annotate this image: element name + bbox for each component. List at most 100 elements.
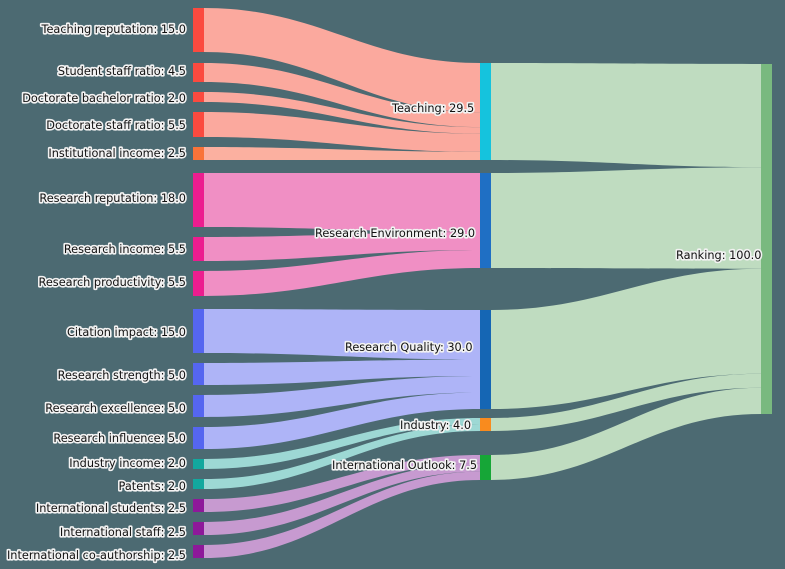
label-halo: Research excellence: 5.0: [45, 402, 186, 415]
label-halo: Industry: 4.0: [400, 419, 471, 432]
label-halo: Research productivity: 5.5: [39, 276, 186, 289]
sankey-node-industry[interactable]: [480, 418, 491, 431]
label-halo: Ranking: 100.0: [676, 249, 761, 262]
label-halo: Teaching: 29.5: [391, 102, 474, 115]
label-halo: International Outlook: 7.5: [332, 459, 477, 472]
sankey-node-research_reputation[interactable]: [193, 173, 204, 227]
sankey-node-doctorate_bachelor_ratio[interactable]: [193, 92, 204, 102]
sankey-node-patents[interactable]: [193, 479, 204, 489]
sankey-link[interactable]: [491, 387, 761, 480]
label-halo: Research reputation: 18.0: [39, 192, 186, 205]
label-text: International students: 2.5: [36, 502, 186, 515]
sankey-link[interactable]: [204, 392, 480, 450]
label-halo: International staff: 2.5: [60, 526, 186, 539]
label-text: Ranking: 100.0: [676, 249, 761, 262]
sankey-link[interactable]: [204, 376, 480, 417]
sankey-link[interactable]: [204, 63, 480, 128]
sankey-node-teaching[interactable]: [480, 63, 491, 160]
label-text: Doctorate bachelor ratio: 2.0: [22, 92, 186, 105]
label-text: Research Quality: 30.0: [345, 341, 473, 354]
label-halo: Citation impact: 15.0: [67, 326, 186, 339]
sankey-node-research_excellence[interactable]: [193, 395, 204, 417]
sankey-link[interactable]: [204, 463, 480, 535]
label-halo: Research strength: 5.0: [58, 369, 186, 382]
sankey-link[interactable]: [204, 231, 480, 261]
label-text: Doctorate staff ratio: 5.5: [46, 119, 186, 132]
label-halo: Doctorate bachelor ratio: 2.0: [22, 92, 186, 105]
sankey-link[interactable]: [204, 418, 480, 469]
sankey-link[interactable]: [204, 309, 480, 360]
label-text: International co-authorship: 2.5: [7, 549, 186, 562]
sankey-node-student_staff_ratio[interactable]: [193, 63, 204, 82]
sankey-node-label-international_students: International students: 2.5International…: [34, 500, 187, 516]
label-text: International staff: 2.5: [60, 526, 186, 539]
sankey-node-teaching_reputation[interactable]: [193, 8, 204, 52]
label-halo: International co-authorship: 2.5: [7, 549, 186, 562]
sankey-link[interactable]: [491, 63, 761, 168]
label-halo: Student staff ratio: 4.5: [58, 65, 186, 78]
sankey-link[interactable]: [204, 471, 480, 558]
sankey-node-institutional_income[interactable]: [193, 147, 204, 160]
label-halo: International students: 2.5: [36, 502, 186, 515]
label-text: Citation impact: 15.0: [67, 326, 186, 339]
sankey-node-ranking[interactable]: [761, 64, 772, 414]
sankey-node-doctorate_staff_ratio[interactable]: [193, 112, 204, 137]
label-halo: Patents: 2.0: [119, 480, 186, 493]
sankey-link[interactable]: [204, 455, 480, 512]
sankey-node-industry_income[interactable]: [193, 459, 204, 469]
sankey-link[interactable]: [204, 359, 480, 386]
sankey-link[interactable]: [491, 373, 761, 431]
label-halo: Doctorate staff ratio: 5.5: [46, 119, 186, 132]
sankey-node-research_strength[interactable]: [193, 363, 204, 385]
sankey-node-research_productivity[interactable]: [193, 271, 204, 296]
label-text: Student staff ratio: 4.5: [58, 65, 186, 78]
sankey-link[interactable]: [204, 147, 480, 160]
label-text: Research excellence: 5.0: [45, 402, 186, 415]
label-text: Research strength: 5.0: [58, 369, 186, 382]
sankey-link[interactable]: [204, 424, 480, 490]
sankey-node-research_influence[interactable]: [193, 427, 204, 449]
sankey-node-international_staff[interactable]: [193, 522, 204, 535]
sankey-link[interactable]: [204, 249, 480, 296]
sankey-link[interactable]: [204, 92, 480, 134]
label-text: Teaching reputation: 15.0: [40, 23, 186, 36]
label-halo: Research influence: 5.0: [53, 432, 186, 445]
sankey-node-label-international_coauthorship: International co-authorship: 2.5Internat…: [5, 547, 187, 563]
sankey-link[interactable]: [491, 268, 761, 409]
sankey-node-international_outlook[interactable]: [480, 455, 491, 480]
label-halo: Institutional income: 2.5: [48, 147, 186, 160]
label-text: Industry: 4.0: [400, 419, 471, 432]
sankey-link[interactable]: [204, 112, 480, 152]
label-text: Research income: 5.5: [64, 243, 186, 256]
sankey-links-layer: [204, 8, 761, 558]
sankey-link[interactable]: [204, 173, 480, 232]
sankey-link[interactable]: [204, 8, 480, 113]
label-halo: Research income: 5.5: [64, 243, 186, 256]
sankey-node-international_coauthorship[interactable]: [193, 545, 204, 558]
sankey-nodes-layer: [193, 8, 772, 558]
sankey-node-research_environment[interactable]: [480, 173, 491, 268]
sankey-node-international_students[interactable]: [193, 499, 204, 512]
sankey-link[interactable]: [491, 167, 761, 269]
sankey-node-research_quality[interactable]: [480, 310, 491, 409]
sankey-node-citation_impact[interactable]: [193, 309, 204, 353]
label-text: Teaching: 29.5: [391, 102, 474, 115]
sankey-node-research_income[interactable]: [193, 237, 204, 261]
label-text: Research Environment: 29.0: [315, 227, 475, 240]
